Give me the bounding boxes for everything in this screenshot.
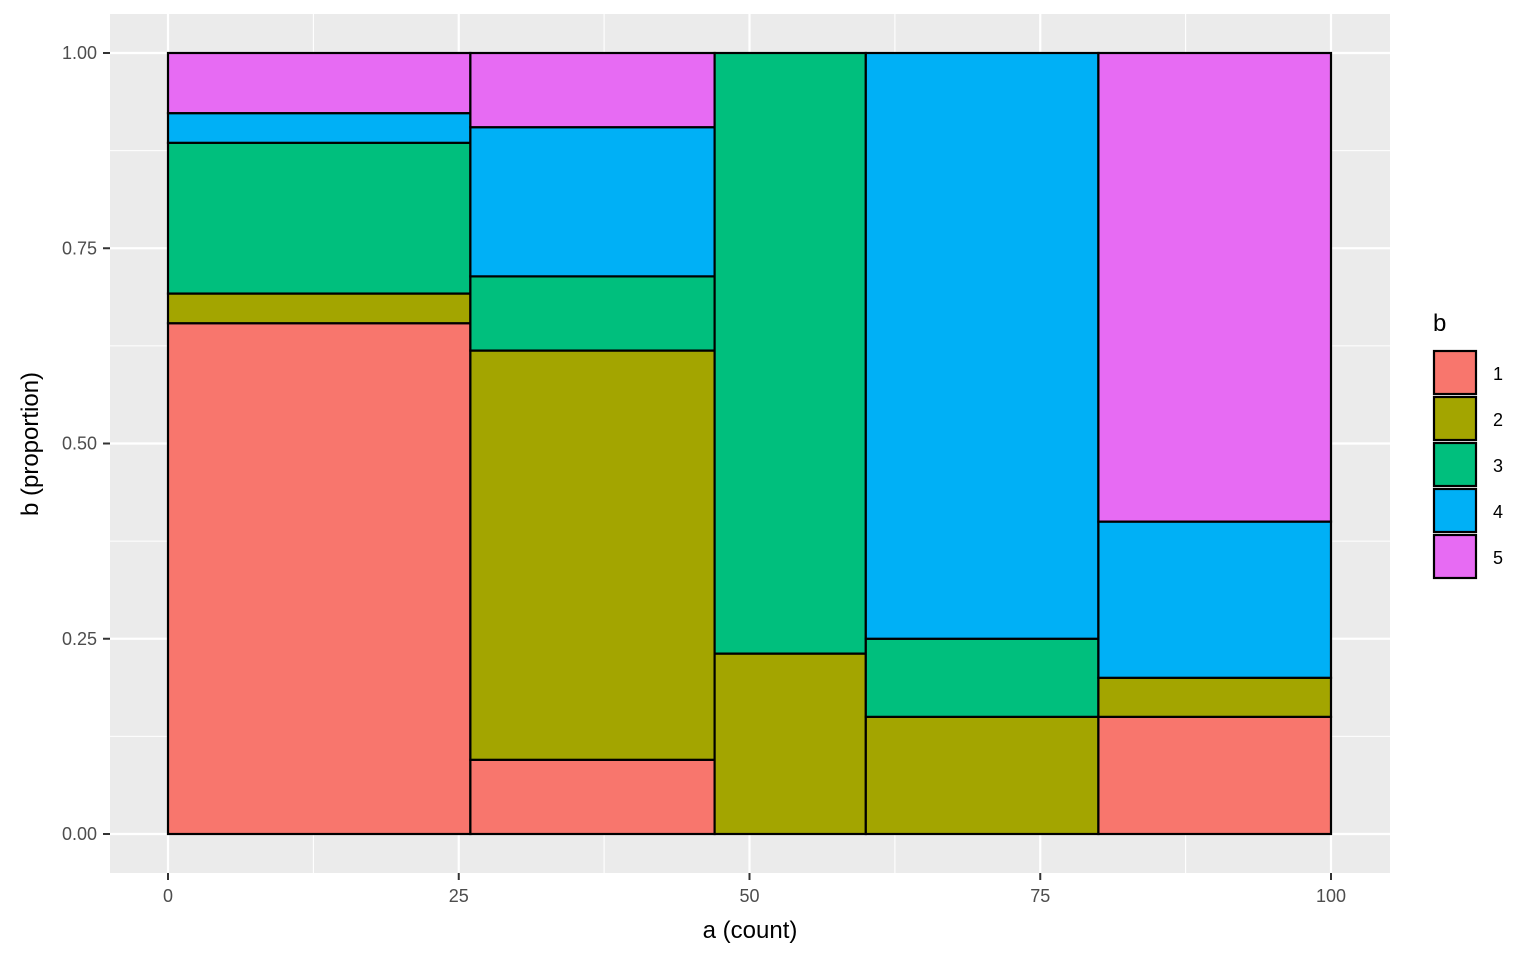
mosaic-tile-b4 xyxy=(469,126,716,278)
mosaic-tile-b4 xyxy=(864,51,1100,640)
mosaic-tile-b5 xyxy=(469,51,716,129)
mosaic-tile-b3 xyxy=(469,275,716,352)
legend-key-2 xyxy=(1432,395,1478,442)
mosaic-tile-b4 xyxy=(166,112,472,144)
y-tick-label: 0.00 xyxy=(62,824,97,844)
mosaic-tile-b3 xyxy=(713,51,867,655)
mosaic-tile-b3 xyxy=(864,637,1100,718)
mosaic-tile-b3 xyxy=(166,141,472,295)
x-tick-label: 75 xyxy=(1030,886,1050,906)
mosaic-tile-b4 xyxy=(1097,520,1333,679)
mosaic-tile-b1 xyxy=(469,758,716,836)
legend-label-1: 1 xyxy=(1493,364,1503,384)
y-tick-label: 1.00 xyxy=(62,43,97,63)
y-tick-label: 0.25 xyxy=(62,629,97,649)
mosaic-tile-b2 xyxy=(713,652,867,836)
x-tick-label: 50 xyxy=(739,886,759,906)
legend-title: b xyxy=(1433,310,1446,337)
mosaic-tile-b2 xyxy=(166,292,472,325)
x-axis-title: a (count) xyxy=(703,917,798,944)
legend-key-5 xyxy=(1432,533,1478,580)
mosaic-tile-b1 xyxy=(1097,715,1333,836)
y-axis-title: b (proportion) xyxy=(17,372,44,516)
legend-key-4 xyxy=(1432,487,1478,534)
y-axis: 0.00 0.25 0.50 0.75 1.00 xyxy=(62,43,110,844)
legend-label-2: 2 xyxy=(1493,410,1503,430)
x-axis: 0 25 50 75 100 xyxy=(163,873,1346,906)
mosaic-tile-b5 xyxy=(166,51,472,115)
x-tick-label: 100 xyxy=(1316,886,1346,906)
x-tick-label: 0 xyxy=(163,886,173,906)
mosaic-tile-b2 xyxy=(864,715,1100,836)
mosaic-tile-b1 xyxy=(166,322,472,836)
legend-key-1 xyxy=(1432,349,1478,396)
y-tick-label: 0.75 xyxy=(62,238,97,258)
legend: b 1 2 3 4 5 xyxy=(1432,310,1503,580)
mosaic-tile-b2 xyxy=(469,349,716,761)
legend-key-3 xyxy=(1432,441,1478,488)
y-tick-label: 0.50 xyxy=(62,434,97,454)
legend-label-4: 4 xyxy=(1493,502,1503,522)
mosaic-tile-b5 xyxy=(1097,51,1333,523)
legend-label-3: 3 xyxy=(1493,456,1503,476)
mosaic-tiles xyxy=(166,51,1333,836)
legend-label-5: 5 xyxy=(1493,548,1503,568)
x-tick-label: 25 xyxy=(449,886,469,906)
mosaic-tile-b2 xyxy=(1097,676,1333,718)
